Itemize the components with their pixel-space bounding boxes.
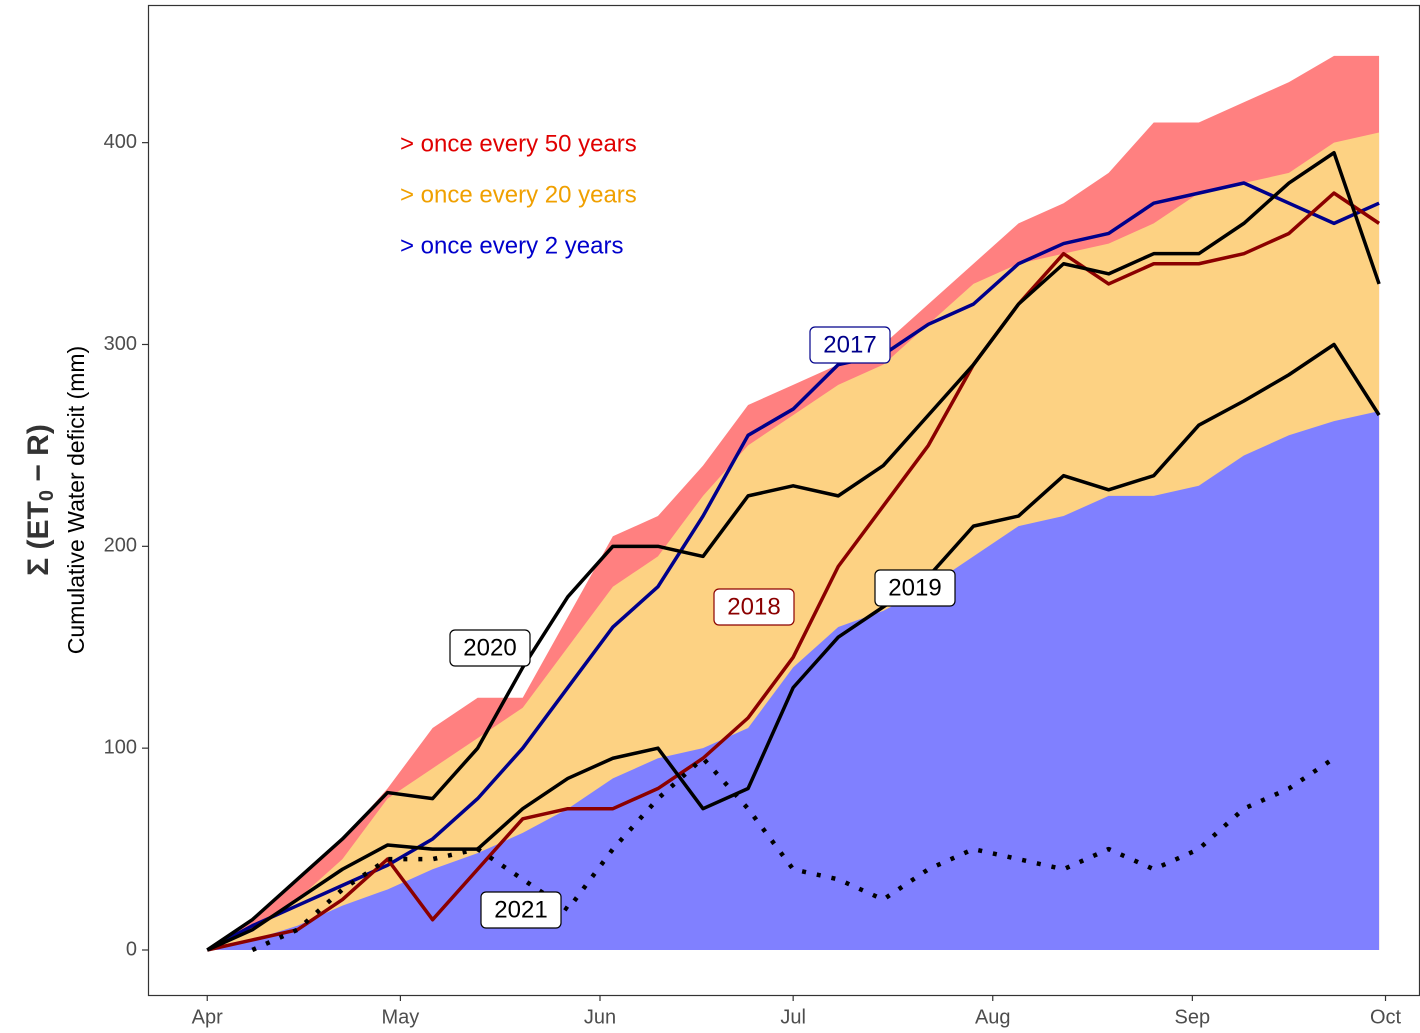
series-label: 2017 (823, 331, 876, 358)
series-label: 2020 (463, 634, 516, 661)
line (206, 181, 1380, 952)
y-tick-label: 100 (104, 736, 137, 758)
y-title-sub: 0 (36, 490, 58, 501)
line (206, 342, 1381, 952)
y-tick-label: 200 (104, 535, 137, 557)
legend-entry: > once every 2 years (400, 232, 623, 259)
x-tick-label: Jul (780, 1006, 806, 1028)
y-title: Σ (ET0 − R) (22, 424, 58, 576)
x-tick-label: Oct (1370, 1006, 1402, 1028)
y-axis-label: Cumulative Water deficit (mm) (63, 346, 89, 654)
line (206, 150, 1381, 952)
y-tick-label: 400 (104, 131, 137, 153)
plot-area: > once every 50 years > once every 20 yea… (104, 4, 1420, 1028)
y-title-main: Σ (ET (22, 501, 55, 576)
x-tick-label: Aug (975, 1006, 1011, 1028)
x-tick-label: Sep (1175, 1006, 1211, 1028)
legend-entry: > once every 50 years (400, 130, 637, 157)
label-box (874, 569, 956, 607)
series-label: 2018 (727, 593, 780, 620)
x-tick-label: Apr (192, 1006, 223, 1028)
x-tick-label: Jun (584, 1006, 616, 1028)
label-box (480, 891, 562, 929)
series-label: 2021 (494, 896, 547, 923)
label-box (449, 629, 531, 667)
label-box (713, 588, 795, 626)
series-label: 2019 (888, 574, 941, 601)
area (207, 411, 1380, 950)
legend-entry: > once every 20 years (400, 181, 637, 208)
y-tick-label: 300 (104, 333, 137, 355)
x-tick-label: May (381, 1006, 419, 1028)
line (206, 191, 1381, 952)
y-title-end: − R) (22, 424, 55, 490)
label-box (809, 326, 891, 364)
y-tick-label: 0 (126, 938, 137, 960)
